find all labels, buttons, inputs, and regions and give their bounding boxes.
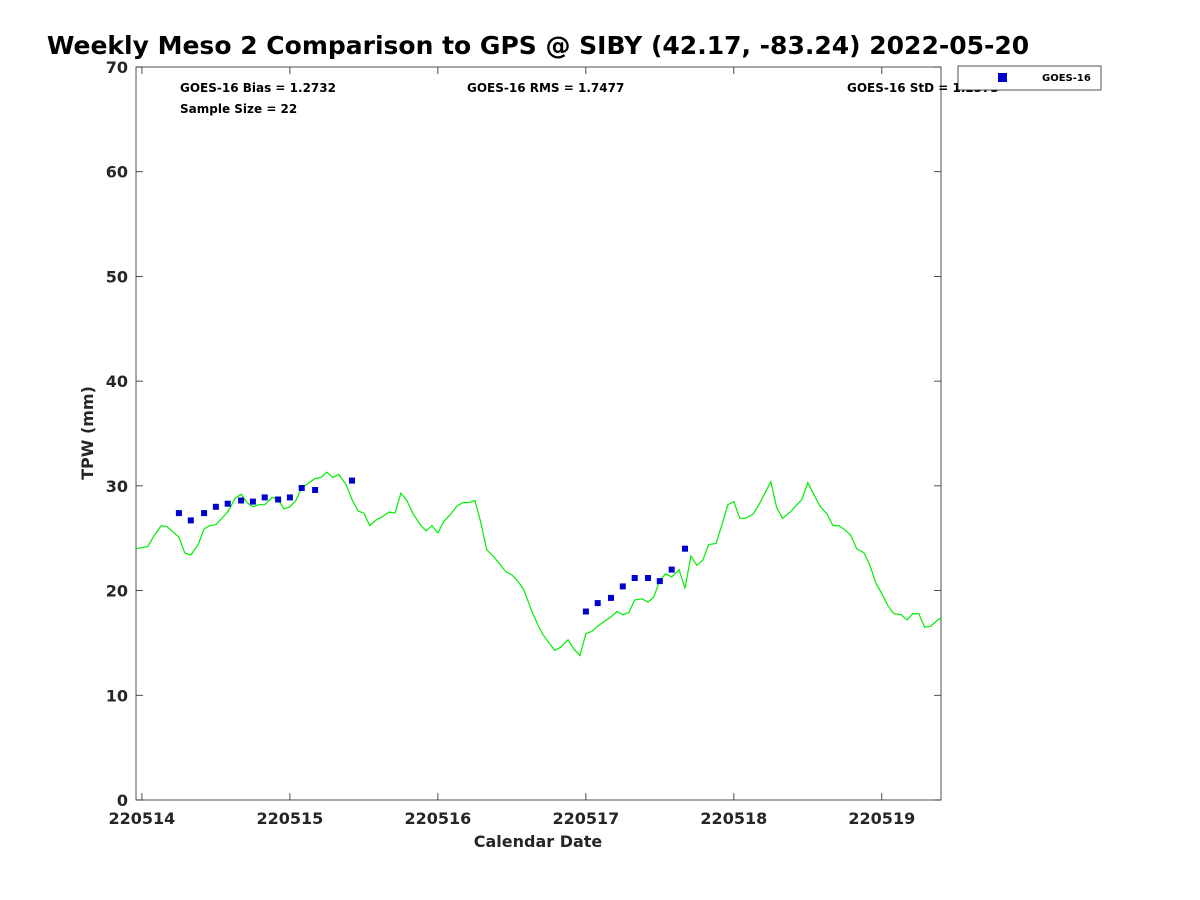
goes16-point bbox=[286, 494, 293, 501]
goes16-point bbox=[594, 600, 601, 607]
goes16-point bbox=[682, 545, 688, 552]
y-tick-label: 30 bbox=[106, 477, 128, 496]
y-tick-label: 40 bbox=[106, 372, 128, 391]
goes16-point bbox=[238, 497, 245, 504]
x-axis-ticks: 220514 220515 220516 220517 220518 220519 bbox=[109, 67, 915, 828]
goes16-point bbox=[224, 500, 231, 507]
x-tick-label: 220515 bbox=[256, 809, 323, 828]
x-tick-label: 220519 bbox=[848, 809, 915, 828]
goes16-point bbox=[275, 496, 282, 503]
x-tick-label: 220514 bbox=[109, 809, 176, 828]
goes16-point bbox=[212, 503, 219, 510]
goes16-point bbox=[298, 485, 305, 491]
axes: 220514 220515 220516 220517 220518 220519 0 10… bbox=[106, 58, 942, 828]
goes16-point bbox=[349, 477, 355, 484]
x-tick-label: 220516 bbox=[404, 809, 471, 828]
chart-title: Weekly Meso 2 Comparison to GPS @ SIBY (… bbox=[47, 31, 1029, 60]
goes16-point bbox=[249, 498, 256, 505]
goes16-point bbox=[608, 594, 614, 601]
goes16-point bbox=[312, 487, 319, 493]
goes16-point bbox=[261, 494, 268, 501]
y-tick-label: 50 bbox=[106, 267, 128, 286]
goes16-point bbox=[201, 510, 208, 517]
goes16-point bbox=[187, 517, 194, 524]
series-layer bbox=[135, 471, 942, 657]
goes16-point bbox=[656, 578, 663, 585]
goes16-point bbox=[631, 575, 638, 581]
bias-annotation: GOES-16 Bias = 1.2732 bbox=[180, 81, 336, 95]
sample-size-annotation: Sample Size = 22 bbox=[180, 102, 297, 116]
goes16-point bbox=[619, 583, 626, 590]
goes16-point bbox=[645, 575, 651, 581]
y-tick-label: 70 bbox=[106, 58, 128, 77]
goes16-point bbox=[175, 510, 182, 517]
legend: GOES-16 bbox=[957, 65, 1102, 91]
goes16-point bbox=[582, 608, 589, 615]
x-tick-label: 220517 bbox=[552, 809, 619, 828]
legend-marker-goes16 bbox=[998, 73, 1007, 82]
y-tick-label: 10 bbox=[106, 686, 128, 705]
legend-label-goes16: GOES-16 bbox=[1042, 73, 1091, 84]
goes16-point bbox=[668, 566, 675, 573]
y-tick-label: 20 bbox=[106, 582, 128, 601]
y-axis-ticks: 0 10 20 30 40 50 60 70 bbox=[106, 58, 941, 810]
y-tick-label: 0 bbox=[117, 791, 128, 810]
y-tick-label: 60 bbox=[106, 163, 128, 182]
rms-annotation: GOES-16 RMS = 1.7477 bbox=[467, 81, 624, 95]
x-tick-label: 220518 bbox=[700, 809, 767, 828]
plot-area-frame bbox=[135, 66, 942, 801]
legend-box bbox=[957, 65, 1102, 91]
y-axis-label: TPW (mm) bbox=[78, 386, 97, 480]
x-axis-label: Calendar Date bbox=[474, 832, 603, 851]
goes16-markers bbox=[175, 477, 688, 615]
